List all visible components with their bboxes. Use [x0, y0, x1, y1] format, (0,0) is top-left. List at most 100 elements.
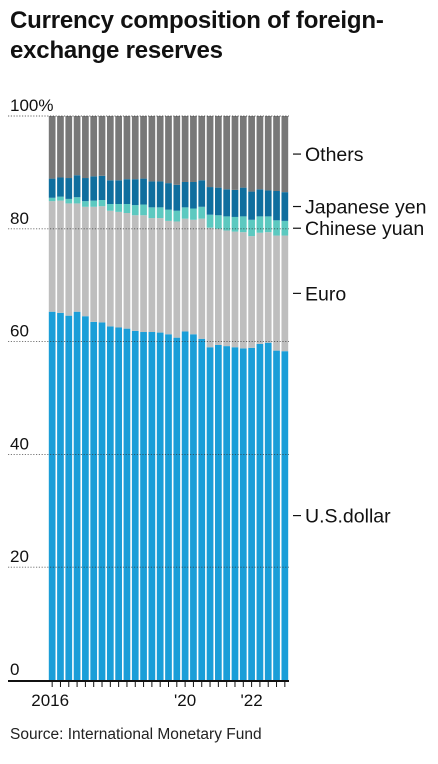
bar-segment-euro — [148, 218, 156, 333]
series-label-chinese-yuan: Chinese yuan — [305, 218, 424, 240]
bar-segment-japanese-yen — [156, 181, 164, 208]
bar-segment-chinese-yuan — [140, 204, 147, 216]
bar-segment-japanese-yen — [215, 187, 222, 216]
bar-segment-others — [215, 116, 222, 188]
bar-segment-others — [57, 116, 64, 178]
bar-segment-others — [148, 116, 156, 182]
bars-layer — [48, 116, 289, 680]
bar-segment-chinese-yuan — [165, 209, 172, 221]
bar-segment-euro — [190, 219, 197, 335]
bar-segment-others — [115, 116, 122, 181]
bar-segment-chinese-yuan — [239, 216, 247, 233]
bar-segment-euro — [131, 215, 139, 331]
bar-segment-others — [165, 116, 172, 184]
bar-segment-euro — [239, 232, 247, 349]
bar-segment-u-s-dollar — [281, 351, 289, 680]
bar-segment-u-s-dollar — [215, 344, 222, 680]
bar-segment-japanese-yen — [256, 189, 264, 217]
bar-segment-euro — [173, 221, 181, 338]
bar-segment-chinese-yuan — [173, 210, 181, 222]
bar-segment-euro — [156, 218, 164, 333]
bar-segment-japanese-yen — [65, 178, 73, 199]
bar-segment-japanese-yen — [115, 180, 122, 204]
bar-segment-u-s-dollar — [223, 346, 231, 680]
bar-segment-euro — [57, 200, 64, 313]
bar-segment-u-s-dollar — [148, 332, 156, 680]
bar-segment-euro — [98, 206, 106, 323]
series-label-japanese-yen: Japanese yen — [305, 197, 426, 219]
x-tick-label: 2016 — [31, 691, 69, 710]
bar-segment-euro — [264, 232, 272, 343]
bar-segment-japanese-yen — [48, 178, 56, 198]
bar-segment-euro — [106, 210, 114, 327]
bar-segment-others — [231, 116, 239, 190]
bar-segment-chinese-yuan — [223, 216, 231, 231]
y-tick-label: 0 — [10, 660, 19, 679]
bar-segment-u-s-dollar — [273, 350, 280, 680]
bar-segment-japanese-yen — [148, 181, 156, 208]
bar-segment-others — [65, 116, 73, 179]
bar-segment-euro — [90, 206, 98, 322]
bar-segment-u-s-dollar — [239, 348, 247, 680]
bar-segment-chinese-yuan — [131, 205, 139, 216]
bar-segment-chinese-yuan — [98, 200, 106, 207]
bar-segment-japanese-yen — [231, 189, 239, 217]
x-tick-label: '20 — [174, 691, 196, 710]
bar-segment-u-s-dollar — [156, 332, 164, 680]
bar-segment-euro — [123, 213, 131, 329]
bar-segment-euro — [198, 218, 206, 339]
bar-segment-euro — [231, 231, 239, 348]
bar-segment-japanese-yen — [198, 180, 206, 207]
bar-segment-euro — [248, 236, 255, 348]
bar-segment-euro — [48, 201, 56, 312]
bar-segment-chinese-yuan — [148, 207, 156, 219]
bar-segment-chinese-yuan — [206, 214, 214, 228]
bar-segment-japanese-yen — [239, 187, 247, 217]
bar-segment-euro — [65, 203, 73, 316]
bar-segment-chinese-yuan — [73, 197, 81, 204]
bar-segment-u-s-dollar — [90, 321, 98, 680]
bar-segment-japanese-yen — [206, 187, 214, 215]
bar-segment-u-s-dollar — [264, 342, 272, 680]
bar-segment-chinese-yuan — [90, 200, 98, 207]
bar-segment-others — [273, 116, 280, 192]
bar-segment-japanese-yen — [190, 181, 197, 209]
bar-segment-u-s-dollar — [206, 347, 214, 680]
y-tick-label: 80 — [10, 209, 29, 228]
bar-segment-euro — [273, 235, 280, 351]
bar-segment-u-s-dollar — [190, 334, 197, 680]
bar-segment-u-s-dollar — [181, 331, 189, 680]
bar-segment-chinese-yuan — [82, 201, 89, 207]
y-axis: 0 20 40 60 80 100% — [10, 96, 53, 679]
bar-segment-chinese-yuan — [264, 216, 272, 233]
bar-segment-euro — [73, 203, 81, 312]
bar-segment-euro — [181, 218, 189, 332]
bar-segment-others — [156, 116, 164, 182]
bar-segment-japanese-yen — [281, 192, 289, 221]
bar-segment-chinese-yuan — [248, 219, 255, 237]
bar-segment-u-s-dollar — [73, 311, 81, 680]
bar-segment-chinese-yuan — [57, 196, 64, 201]
bar-segment-others — [248, 116, 255, 192]
bar-segment-others — [98, 116, 106, 176]
bar-segment-japanese-yen — [131, 179, 139, 206]
bar-segment-u-s-dollar — [57, 312, 64, 680]
bar-segment-japanese-yen — [173, 184, 181, 211]
bar-segment-u-s-dollar — [198, 338, 206, 680]
bar-segment-japanese-yen — [140, 178, 147, 205]
series-label-others: Others — [305, 144, 364, 166]
bar-segment-chinese-yuan — [198, 206, 206, 219]
x-axis: 2016 '20 '22 — [8, 680, 289, 710]
x-tick-label: '22 — [241, 691, 263, 710]
bar-segment-japanese-yen — [82, 178, 89, 202]
bar-segment-chinese-yuan — [231, 216, 239, 232]
bar-segment-others — [181, 116, 189, 182]
bar-segment-others — [281, 116, 289, 193]
bar-segment-japanese-yen — [57, 177, 64, 197]
bar-segment-others — [264, 116, 272, 191]
bar-segment-u-s-dollar — [256, 343, 264, 680]
y-tick-label: 100% — [10, 96, 53, 115]
bar-segment-u-s-dollar — [48, 311, 56, 680]
bar-segment-chinese-yuan — [273, 220, 280, 236]
